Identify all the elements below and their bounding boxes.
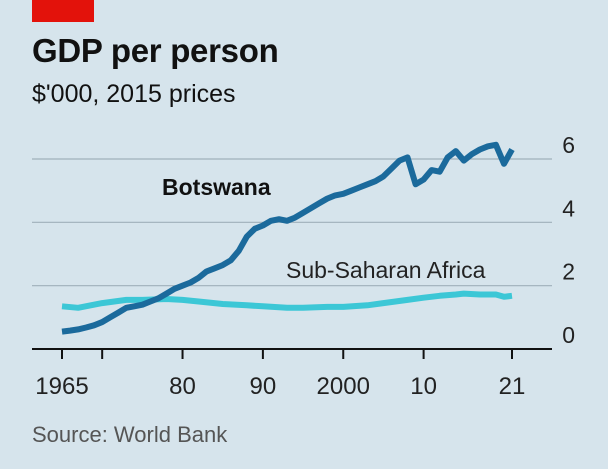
x-tick-label: 90 [250, 373, 277, 400]
y-tick-label: 4 [562, 195, 575, 221]
chart-subtitle: $'000, 2015 prices [32, 80, 236, 108]
chart-title: GDP per person [32, 32, 279, 69]
x-tick-label: 21 [499, 373, 526, 400]
series-lines [61, 141, 515, 335]
series-line-sub-saharan-africa [61, 290, 513, 311]
source-note: Source: World Bank [32, 422, 228, 447]
x-tick-label: 2000 [317, 373, 370, 400]
x-axis: 1965 80 90 2000 10 21 [32, 348, 552, 400]
y-tick-label: 6 [562, 132, 575, 158]
x-tick-label: 10 [410, 373, 437, 400]
y-tick-label: 0 [562, 322, 575, 348]
y-tick-labels: 0 2 4 6 [562, 132, 575, 348]
series-line-botswana [61, 141, 515, 335]
x-tick-label: 1965 [35, 373, 88, 400]
y-tick-label: 2 [562, 259, 575, 285]
x-tick-label: 80 [169, 373, 196, 400]
brand-tag [32, 0, 94, 22]
series-label-sub-saharan-africa: Sub-Saharan Africa [286, 257, 486, 283]
series-label-botswana: Botswana [162, 174, 271, 200]
series-labels: Botswana Sub-Saharan Africa [162, 174, 486, 283]
